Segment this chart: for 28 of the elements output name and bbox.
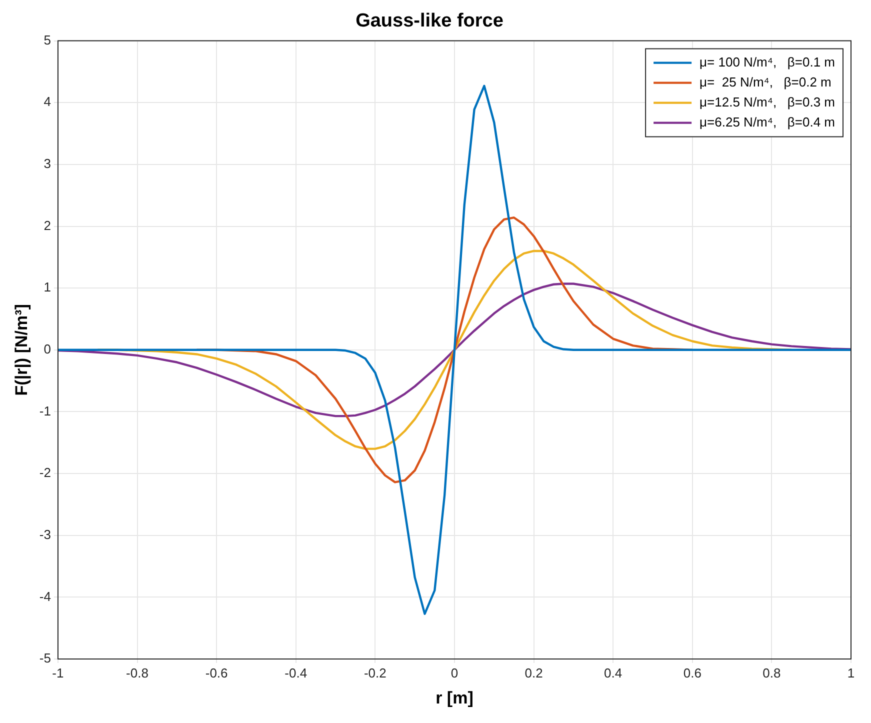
- x-tick-label: 0: [450, 665, 458, 680]
- y-tick-label: -3: [39, 526, 51, 542]
- legend-label: μ=6.25 N/m⁴, β=0.4 m: [700, 114, 836, 130]
- y-axis-title: F(|r|) [N/m³]: [12, 304, 31, 396]
- y-tick-label: 5: [44, 32, 51, 48]
- y-tick-label: 4: [44, 94, 51, 110]
- x-tick-label: -0.2: [364, 665, 386, 680]
- x-tick-label: -0.8: [126, 665, 148, 680]
- x-tick-label: 0.8: [762, 665, 781, 680]
- legend-label: μ=12.5 N/m⁴, β=0.3 m: [700, 94, 836, 110]
- x-axis-title: r [m]: [436, 688, 474, 708]
- y-tick-label: 2: [44, 218, 51, 233]
- y-tick-label: 3: [44, 156, 51, 172]
- x-tick-label: -0.6: [205, 665, 228, 680]
- chart-title: Gauss-like force: [356, 10, 504, 32]
- y-tick-label: 0: [44, 341, 51, 356]
- x-tick-label: -0.4: [284, 665, 308, 680]
- x-tick-label: 0.2: [524, 665, 543, 680]
- x-tick-label: 0.6: [683, 665, 702, 680]
- x-tick-label: 0.4: [604, 665, 622, 680]
- x-tick-label: 1: [847, 665, 855, 680]
- y-tick-label: -4: [39, 588, 51, 604]
- y-tick-label: -5: [39, 650, 51, 666]
- legend-label: μ= 100 N/m⁴, β=0.1 m: [700, 54, 836, 70]
- legend-label: μ= 25 N/m⁴, β=0.2 m: [700, 74, 832, 90]
- y-tick-label: -2: [39, 465, 51, 480]
- y-tick-label: 1: [44, 280, 51, 295]
- y-tick-label: -1: [39, 403, 51, 418]
